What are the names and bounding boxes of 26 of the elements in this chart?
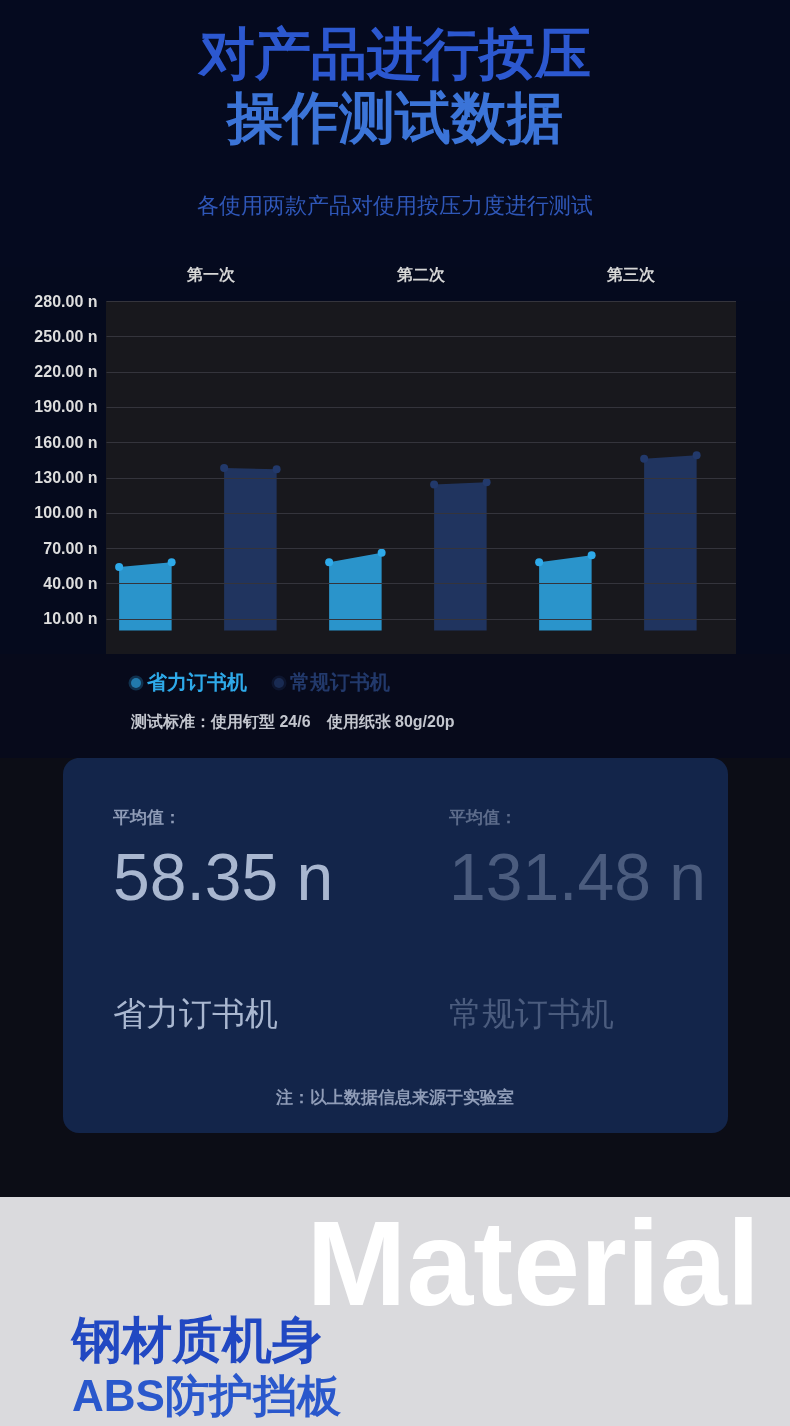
y-tick-label: 100.00 n	[34, 504, 98, 522]
y-tick-label: 70.00 n	[43, 539, 98, 557]
text: 131.48 n	[449, 840, 706, 914]
text: 平均值：	[448, 808, 517, 827]
text: 第三次	[606, 266, 656, 283]
text: 平均值：	[112, 808, 181, 827]
text: 常规订书机	[449, 995, 614, 1032]
y-tick-label: 40.00 n	[43, 574, 98, 592]
text: 58.35 n	[113, 840, 334, 914]
y-tick-label: 160.00 n	[34, 433, 98, 451]
text: 注：以上数据信息来源于实验室	[275, 1088, 514, 1107]
y-tick-label: 220.00 n	[34, 363, 98, 381]
legend-label: 省力订书机	[146, 671, 247, 693]
y-tick-label: 190.00 n	[34, 398, 98, 416]
text: 各使用两款产品对使用按压力度进行测试	[197, 193, 593, 218]
text: 第二次	[396, 266, 446, 283]
text: 第一次	[186, 266, 236, 283]
legend-label: 常规订书机	[290, 671, 390, 693]
y-tick-label: 250.00 n	[34, 327, 98, 345]
text: 省力订书机	[113, 995, 278, 1032]
text: 测试标准：使用钉型 24/6 使用纸张 80g/20p	[130, 713, 455, 730]
text: 对产品进行按压操作测试数据	[197, 22, 591, 149]
y-tick-label: 10.00 n	[43, 610, 98, 628]
y-tick-label: 280.00 n	[34, 292, 98, 310]
text: ABS防护挡板	[72, 1371, 342, 1420]
y-tick-label: 130.00 n	[34, 469, 98, 486]
